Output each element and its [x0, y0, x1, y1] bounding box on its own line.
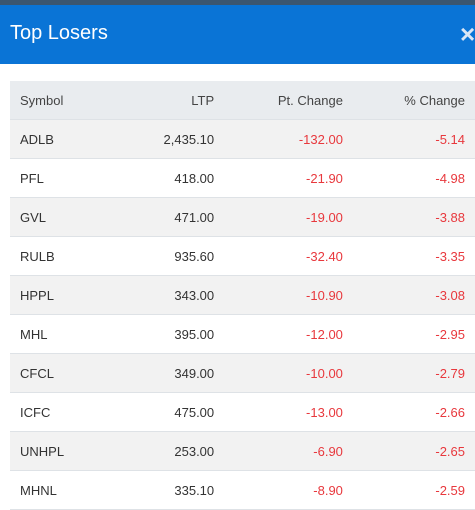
table-cell: 2,435.10 — [108, 119, 215, 159]
table-cell: -4.98 — [342, 158, 475, 198]
table-body: ADLB 2,435.10 -132.00 -5.14 PFL 418.00 -21.90-… — [10, 119, 475, 510]
table-cell: -3.88 — [342, 197, 475, 237]
column-header: Symbol — [10, 81, 109, 120]
table-cell: ICFC — [10, 392, 109, 432]
table-cell: 475.00 — [108, 392, 215, 432]
table-cell: -19.00 — [214, 197, 343, 237]
table-cell: -10.90 — [214, 275, 343, 315]
table-cell: MHNL — [10, 470, 109, 510]
table-cell: UNHPL — [10, 431, 109, 471]
table-cell: -6.90 — [214, 431, 343, 471]
table-cell: RULB — [10, 236, 109, 276]
table-cell: 935.60 — [108, 236, 215, 276]
table-row: CFCL 349.00 -10.00 -2.79 — [10, 353, 475, 393]
modal-title: Top Losers — [10, 22, 108, 44]
column-header: % Change — [342, 81, 475, 120]
losers-table: Symbol LTP Pt. Change% Change ADLB 2,435.10… — [10, 81, 475, 510]
column-header: Pt. Change — [214, 81, 343, 120]
close-button[interactable]: × — [460, 19, 475, 49]
table-cell: -5.14 — [342, 119, 475, 159]
table-cell: -2.66 — [342, 392, 475, 432]
table-cell: 349.00 — [108, 353, 215, 393]
table-cell: CFCL — [10, 353, 109, 393]
table-cell: -2.95 — [342, 314, 475, 354]
table-cell: -132.00 — [214, 119, 343, 159]
table-cell: 418.00 — [108, 158, 215, 198]
table-row: MHNL 335.10 -8.90 -2.59 — [10, 470, 475, 510]
table-row: UNHPL 253.00 -6.90 -2.65 — [10, 431, 475, 471]
table-row: PFL 418.00 -21.90 -4.98 — [10, 158, 475, 198]
modal-header: Top Losers × — [0, 5, 475, 64]
table-row: MHL 395.00 -12.00 -2.95 — [10, 314, 475, 354]
table-row: ADLB 2,435.10 -132.00 -5.14 — [10, 119, 475, 159]
table-cell: 253.00 — [108, 431, 215, 471]
header-row: Symbol LTP Pt. Change% Change — [10, 81, 475, 120]
table-cell: -13.00 — [214, 392, 343, 432]
table-cell: -12.00 — [214, 314, 343, 354]
table-cell: -2.59 — [342, 470, 475, 510]
table-cell: 343.00 — [108, 275, 215, 315]
table-cell: -2.65 — [342, 431, 475, 471]
table-cell: GVL — [10, 197, 109, 237]
table-cell: 335.10 — [108, 470, 215, 510]
table-cell: HPPL — [10, 275, 109, 315]
background-strip — [0, 0, 475, 5]
table-cell: -8.90 — [214, 470, 343, 510]
column-header: LTP — [108, 81, 215, 120]
table-cell: -2.79 — [342, 353, 475, 393]
table-cell: -32.40 — [214, 236, 343, 276]
table-cell: -3.08 — [342, 275, 475, 315]
table-cell: -3.35 — [342, 236, 475, 276]
table-row: HPPL 343.00 -10.90 -3.08 — [10, 275, 475, 315]
table-cell: ADLB — [10, 119, 109, 159]
table-cell: PFL — [10, 158, 109, 198]
table-row: GVL 471.00 -19.00 -3.88 — [10, 197, 475, 237]
table-cell: MHL — [10, 314, 109, 354]
table-cell: 471.00 — [108, 197, 215, 237]
table-cell: -10.00 — [214, 353, 343, 393]
table-row: RULB 935.60 -32.40 -3.35 — [10, 236, 475, 276]
table-cell: -21.90 — [214, 158, 343, 198]
table-cell: 395.00 — [108, 314, 215, 354]
table-row: ICFC 475.00 -13.00 -2.66 — [10, 392, 475, 432]
